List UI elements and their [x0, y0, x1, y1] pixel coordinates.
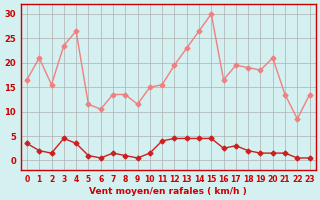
X-axis label: Vent moyen/en rafales ( km/h ): Vent moyen/en rafales ( km/h )	[89, 187, 247, 196]
